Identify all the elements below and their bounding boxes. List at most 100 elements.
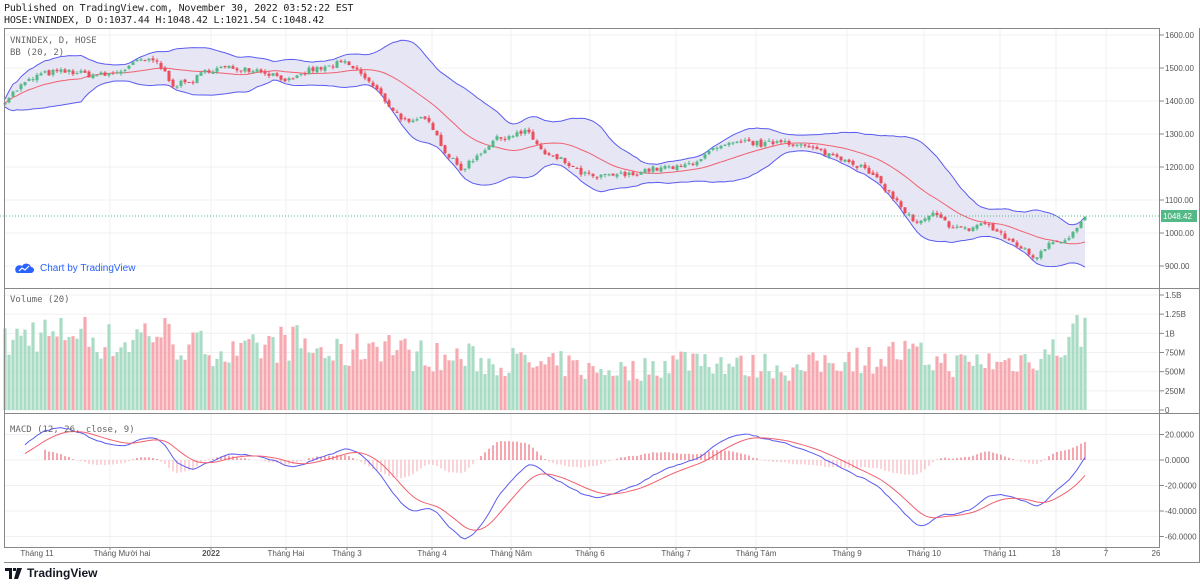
volume-bar (731, 366, 735, 410)
axis-label: -60.0000 (1165, 533, 1197, 542)
time-label: Tháng 7 (661, 549, 691, 558)
candle-body (99, 72, 103, 75)
volume-bar (147, 336, 151, 410)
volume-bar (579, 374, 583, 410)
candle-body (575, 167, 579, 169)
candle-body (215, 68, 219, 72)
volume-bar (451, 360, 455, 410)
volume-bar (495, 375, 499, 410)
candle-body (503, 138, 507, 140)
volume-bar (1075, 314, 1079, 410)
volume-bar (175, 359, 179, 410)
candle-body (799, 144, 803, 146)
volume-bar (1023, 354, 1027, 410)
candle-body (479, 153, 483, 155)
volume-bar (567, 355, 571, 410)
candle-body (523, 129, 527, 134)
time-label: Tháng 4 (417, 549, 447, 558)
candle-body (267, 73, 271, 76)
volume-bar (623, 366, 627, 410)
candle-body (375, 85, 379, 90)
volume-bar (815, 360, 819, 410)
candle-body (143, 60, 147, 62)
volume-bar (243, 340, 247, 410)
candle-body (499, 137, 503, 139)
candle-body (595, 177, 599, 179)
candle-body (223, 66, 227, 68)
axis-label: 250M (1165, 387, 1185, 396)
volume-bar (299, 348, 303, 410)
candle-body (887, 190, 891, 192)
volume-bar (1031, 368, 1035, 410)
candle-body (127, 65, 131, 69)
volume-bar (771, 378, 775, 410)
bb-basis-line (4, 67, 1086, 245)
volume-bar (671, 355, 675, 410)
volume-bar (199, 330, 203, 410)
volume-bar (259, 358, 263, 410)
volume-bar (655, 375, 659, 410)
candle-body (627, 172, 631, 175)
candle-body (563, 158, 567, 164)
volume-bar (15, 328, 19, 410)
candle-body (579, 167, 583, 175)
tradingview-logo[interactable]: TradingView (5, 566, 97, 580)
axis-label: -40.0000 (1165, 507, 1197, 516)
candle-body (459, 163, 463, 171)
volume-bar (371, 342, 375, 410)
candle-body (711, 147, 715, 150)
candle-body (703, 154, 707, 159)
candle-body (599, 174, 603, 178)
volume-bar (983, 368, 987, 410)
volume-bar (631, 360, 635, 410)
volume-bar (191, 332, 195, 410)
candle-body (471, 161, 475, 163)
volume-bar (691, 353, 695, 410)
candle-body (283, 78, 287, 82)
volume-bar (1071, 323, 1075, 410)
volume-bar (315, 348, 319, 410)
candle-body (271, 73, 275, 76)
volume-bar (651, 361, 655, 410)
candle-body (679, 166, 683, 168)
candle-body (243, 67, 247, 72)
time-label: Tháng 11 (20, 549, 54, 558)
candle-body (131, 61, 135, 65)
candle-body (547, 153, 551, 155)
candle-body (687, 163, 691, 165)
time-label: 18 (1051, 549, 1061, 558)
volume-bar (879, 358, 883, 410)
volume-bar (663, 361, 667, 410)
candle-body (303, 73, 307, 75)
volume-bar (459, 359, 463, 410)
candle-body (963, 227, 967, 229)
volume-bar (223, 361, 227, 410)
volume-bar (1047, 354, 1051, 410)
volume-bar (851, 371, 855, 410)
candle-body (447, 154, 451, 158)
candle-body (863, 164, 867, 169)
volume-bar (715, 363, 719, 410)
volume-bar (967, 361, 971, 410)
volume-bar (195, 332, 199, 410)
candle-body (431, 123, 435, 131)
chart-by-tradingview-link[interactable]: Chart by TradingView (14, 262, 135, 274)
volume-bar (507, 372, 511, 410)
volume-bar (283, 334, 287, 410)
candle-body (539, 145, 543, 150)
candle-body (371, 82, 375, 87)
candle-body (195, 75, 199, 84)
candle-body (879, 176, 883, 183)
bb-upper-line (4, 39, 1086, 226)
volume-bar (471, 346, 475, 410)
candle-body (367, 77, 371, 82)
candle-body (227, 65, 231, 68)
volume-bar (827, 362, 831, 410)
axis-label: 0 (1165, 406, 1170, 415)
candle-body (1023, 248, 1027, 250)
volume-bar (679, 351, 683, 410)
candle-body (487, 146, 491, 150)
time-label: Tháng Mười hai (93, 549, 151, 558)
candle-body (507, 136, 511, 140)
